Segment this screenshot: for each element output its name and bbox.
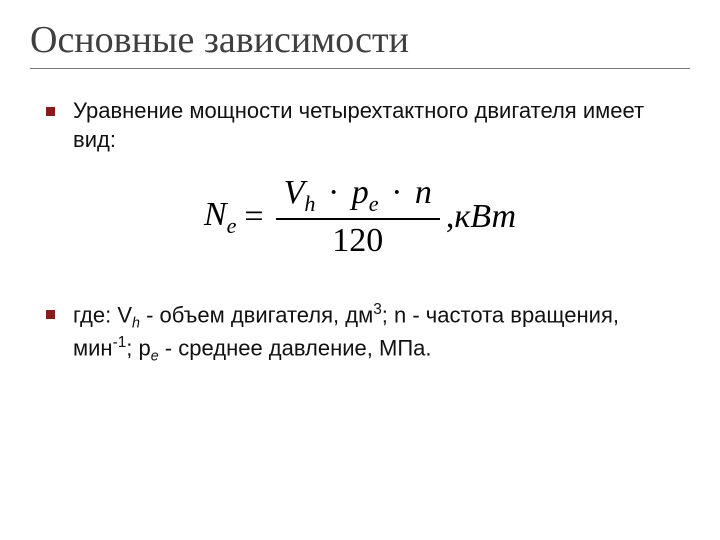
slide: Основные зависимости Уравнение мощности …: [0, 0, 720, 540]
square-bullet-icon: [46, 107, 55, 116]
bullet-item-2: где: Vh - объем двигателя, дм3; n - част…: [30, 300, 690, 367]
formula-fraction: Vh · pe · n 120: [276, 174, 440, 259]
bullet-text-1: Уравнение мощности четырехтактного двига…: [73, 97, 673, 154]
formula-block: Ne = Vh · pe · n 120 ,кВт: [30, 174, 690, 259]
formula-denominator: 120: [324, 222, 391, 259]
title-underline: [30, 68, 690, 69]
bullet-item-1: Уравнение мощности четырехтактного двига…: [30, 97, 690, 154]
fraction-bar: [276, 218, 440, 220]
formula-unit: ,кВт: [446, 198, 516, 236]
formula-numerator: Vh · pe · n: [276, 174, 440, 216]
bullet-text-2: где: Vh - объем двигателя, дм3; n - част…: [73, 300, 673, 367]
power-equation: Ne = Vh · pe · n 120 ,кВт: [204, 174, 516, 259]
square-bullet-icon: [46, 310, 55, 319]
slide-title: Основные зависимости: [30, 18, 690, 62]
formula-lhs: Ne: [204, 196, 237, 239]
formula-equals: =: [244, 198, 263, 236]
